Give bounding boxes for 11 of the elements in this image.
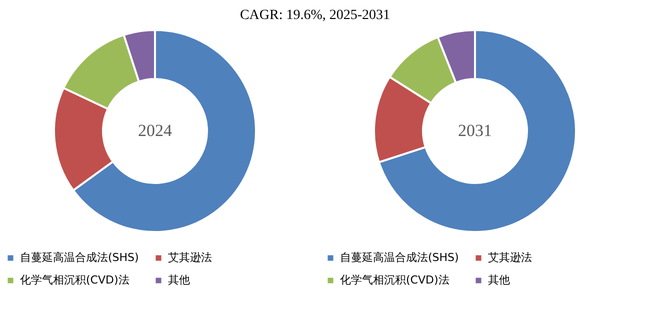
legend-label: 其他 xyxy=(488,274,510,286)
text: CAGR: 19.6%, 2025-2031 xyxy=(240,8,390,23)
text: 2031 xyxy=(458,121,492,140)
legend-label: 化学气相沉积(CVD)法 xyxy=(340,274,450,286)
legend-label: 自蔓延高温合成法(SHS) xyxy=(20,250,139,264)
legend-label: 化学气相沉积(CVD)法 xyxy=(20,274,130,286)
legend-label: 艾其逊法 xyxy=(488,250,532,264)
legend-label: 其他 xyxy=(168,274,190,286)
text: 2024 xyxy=(138,121,172,140)
legend-label: 艾其逊法 xyxy=(168,250,212,264)
legend-label: 自蔓延高温合成法(SHS) xyxy=(340,250,459,264)
